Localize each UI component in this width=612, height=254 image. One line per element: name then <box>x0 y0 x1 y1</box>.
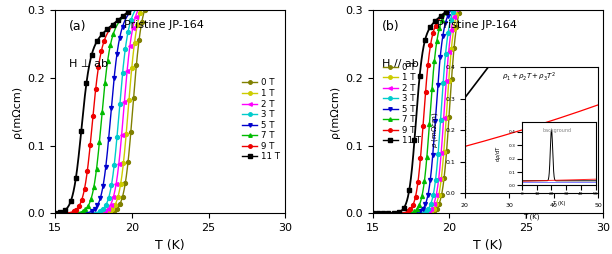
X-axis label: T (K): T (K) <box>473 239 502 252</box>
Text: (b): (b) <box>382 20 400 33</box>
Y-axis label: ρ(mΩcm): ρ(mΩcm) <box>330 86 340 138</box>
Text: Pristine JP-164: Pristine JP-164 <box>124 20 204 30</box>
Y-axis label: ρ(mΩcm): ρ(mΩcm) <box>12 86 22 138</box>
Text: (a): (a) <box>69 20 86 33</box>
X-axis label: T (K): T (K) <box>155 239 185 252</box>
Legend: 0 T, 1 T, 2 T, 3 T, 5 T, 7 T, 9 T, 11 T: 0 T, 1 T, 2 T, 3 T, 5 T, 7 T, 9 T, 11 T <box>239 75 283 165</box>
Text: H ⊥ ab: H ⊥ ab <box>69 59 108 69</box>
Text: H // ab: H // ab <box>382 59 419 69</box>
Legend: 0 T, 1 T, 2 T, 3 T, 5 T, 7 T, 9 T, 11 T: 0 T, 1 T, 2 T, 3 T, 5 T, 7 T, 9 T, 11 T <box>379 59 424 149</box>
Text: Pristine JP-164: Pristine JP-164 <box>437 20 517 30</box>
